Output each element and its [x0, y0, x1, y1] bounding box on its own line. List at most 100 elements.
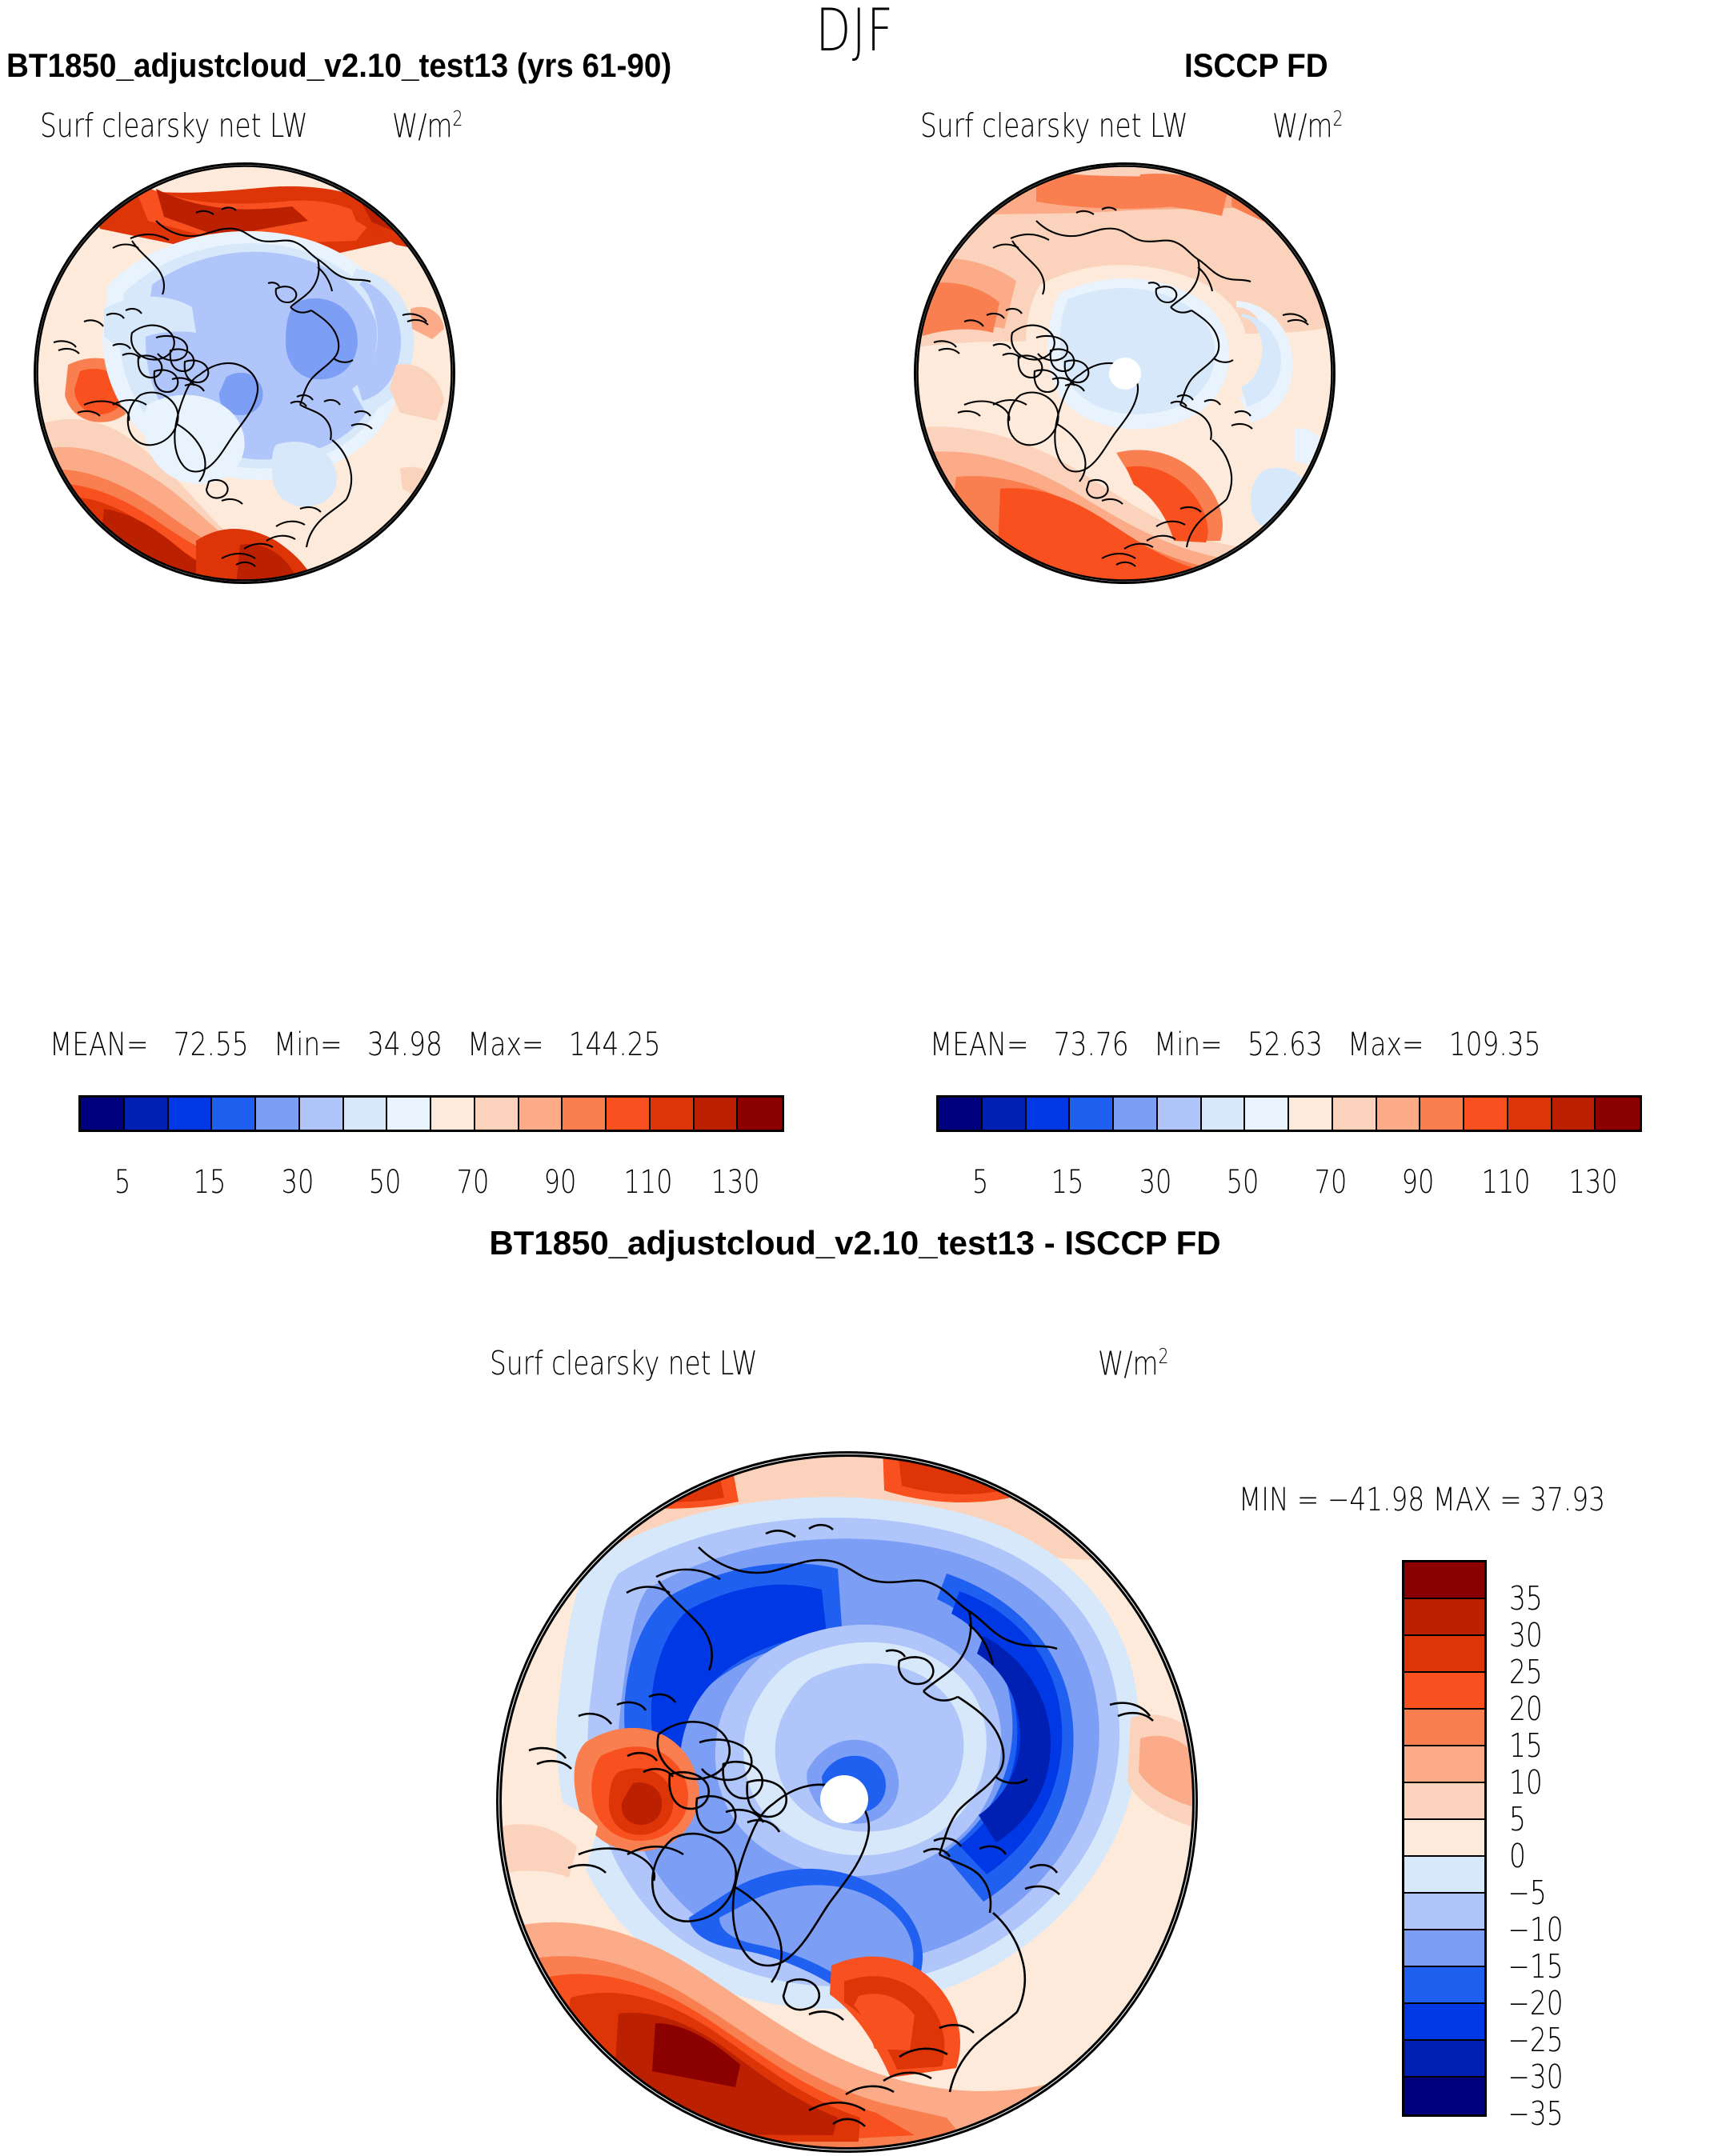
- colorbar-tick-label: −25: [1508, 2021, 1564, 2059]
- colorbar-tick-label: 70: [456, 1164, 490, 1201]
- colorbar-cell: [1201, 1098, 1246, 1130]
- colorbar-cell: [212, 1098, 256, 1130]
- colorbar-cell: [1508, 1098, 1552, 1130]
- colorbar-tick-label: −5: [1508, 1874, 1547, 1912]
- colorbar-cell: [256, 1098, 300, 1130]
- pole-marker-difference: [820, 1775, 868, 1823]
- colorbar-cell: [1404, 1562, 1484, 1599]
- colorbar-cell: [1404, 1710, 1484, 1746]
- colorbar-cell: [1404, 2041, 1484, 2078]
- units-label-difference: W/m2: [1098, 1344, 1169, 1383]
- map-difference[interactable]: [496, 1451, 1198, 2153]
- colorbar-cell: [431, 1098, 475, 1130]
- colorbar-cell: [1404, 1820, 1484, 1857]
- units-label-model: W/m2: [392, 106, 463, 146]
- colorbar-tick-label: 10: [1509, 1763, 1543, 1802]
- colorbar-tick-label: 30: [1509, 1616, 1543, 1654]
- colorbar-cell: [694, 1098, 739, 1130]
- colorbar-cell: [1404, 2078, 1484, 2114]
- colorbar-tick-label: 5: [971, 1164, 988, 1201]
- colorbar-tick-label: 15: [193, 1164, 226, 1201]
- colorbar-difference-labels: 35 30 25 20 15 10 5 0 −5 −10 −15 −20 −25 −30 −35: [1508, 1560, 1701, 2133]
- colorbar-absolute-model[interactable]: [78, 1095, 784, 1132]
- colorbar-cell: [1157, 1098, 1202, 1130]
- variable-label-obs: Surf clearsky net LW: [920, 106, 1188, 145]
- colorbar-cell: [1404, 1636, 1484, 1673]
- colorbar-cell: [982, 1098, 1027, 1130]
- colorbar-tick-label: −10: [1508, 1910, 1564, 1949]
- map-difference-field: [499, 1454, 1195, 2150]
- colorbar-difference[interactable]: [1402, 1560, 1487, 2117]
- variable-label-difference: Surf clearsky net LW: [490, 1344, 758, 1382]
- pole-marker-obs: [1109, 358, 1141, 390]
- colorbar-cell: [1332, 1098, 1377, 1130]
- difference-minmax: MIN = −41.98 MAX = 37.93: [1239, 1482, 1606, 1518]
- colorbar-cell: [81, 1098, 125, 1130]
- colorbar-tick-label: 110: [1481, 1164, 1531, 1201]
- colorbar-absolute-obs[interactable]: [936, 1095, 1642, 1132]
- colorbar-cell: [1552, 1098, 1596, 1130]
- panel-title-obs: ISCCP FD: [1184, 46, 1328, 84]
- colorbar-cell: [1070, 1098, 1114, 1130]
- colorbar-tick-label: 30: [281, 1164, 314, 1201]
- colorbar-tick-label: 90: [1401, 1164, 1435, 1201]
- map-obs[interactable]: [914, 162, 1336, 584]
- colorbar-cell: [563, 1098, 607, 1130]
- colorbar-tick-label: −30: [1508, 2058, 1564, 2096]
- map-model[interactable]: [34, 162, 455, 584]
- colorbar-tick-label: −15: [1508, 1947, 1564, 1986]
- colorbar-cell: [738, 1098, 782, 1130]
- colorbar-tick-label: −20: [1508, 1984, 1564, 2022]
- colorbar-cell: [1404, 1599, 1484, 1636]
- colorbar-cell: [1376, 1098, 1421, 1130]
- colorbar-tick-label: 25: [1509, 1653, 1543, 1691]
- colorbar-tick-label: 90: [543, 1164, 577, 1201]
- colorbar-tick-label: 15: [1509, 1726, 1543, 1765]
- colorbar-cell: [1404, 1930, 1484, 1967]
- panel-title-model: BT1850_adjustcloud_v2.10_test13 (yrs 61-…: [6, 46, 672, 84]
- colorbar-tick-label: 30: [1139, 1164, 1172, 1201]
- colorbar-cell: [299, 1098, 344, 1130]
- colorbar-cell: [1404, 1746, 1484, 1783]
- colorbar-cell: [168, 1098, 213, 1130]
- colorbar-tick-label: 15: [1051, 1164, 1084, 1201]
- colorbar-cell: [1404, 2004, 1484, 2041]
- colorbar-tick-label: 110: [623, 1164, 673, 1201]
- colorbar-cell: [1464, 1098, 1508, 1130]
- colorbar-cell: [1596, 1098, 1640, 1130]
- colorbar-cell: [1404, 1783, 1484, 1820]
- colorbar-cell: [1114, 1098, 1158, 1130]
- colorbar-cell: [1404, 1894, 1484, 1930]
- colorbar-cell: [1420, 1098, 1464, 1130]
- variable-label-model: Surf clearsky net LW: [40, 106, 308, 145]
- colorbar-tick-label: 50: [368, 1164, 402, 1201]
- stats-model: MEAN= 72.55 Min= 34.98 Max= 144.25: [50, 1026, 661, 1063]
- colorbar-cell: [475, 1098, 519, 1130]
- colorbar-tick-label: 0: [1509, 1837, 1526, 1875]
- colorbar-tick-label: 5: [1509, 1800, 1526, 1838]
- colorbar-tick-label: 130: [1568, 1164, 1618, 1201]
- panel-title-difference: BT1850_adjustcloud_v2.10_test13 - ISCCP …: [489, 1224, 1221, 1262]
- colorbar-tick-label: 35: [1509, 1579, 1543, 1618]
- colorbar-cell: [519, 1098, 563, 1130]
- season-title: DJF: [815, 0, 895, 65]
- colorbar-cell: [1404, 1673, 1484, 1710]
- colorbar-tick-label: 70: [1314, 1164, 1348, 1201]
- colorbar-cell: [650, 1098, 695, 1130]
- colorbar-tick-label: 130: [711, 1164, 760, 1201]
- colorbar-tick-label: −35: [1508, 2094, 1564, 2133]
- colorbar-cell: [1245, 1098, 1289, 1130]
- colorbar-tick-label: 5: [114, 1164, 130, 1201]
- colorbar-cell: [124, 1098, 169, 1130]
- colorbar-cell: [343, 1098, 388, 1130]
- colorbar-tick-label: 20: [1509, 1690, 1543, 1728]
- map-model-field: [36, 165, 453, 582]
- colorbar-cell: [607, 1098, 651, 1130]
- stats-obs: MEAN= 73.76 Min= 52.63 Max= 109.35: [930, 1026, 1541, 1063]
- colorbar-cell: [1289, 1098, 1333, 1130]
- units-label-obs: W/m2: [1272, 106, 1344, 146]
- colorbar-cell: [1404, 1967, 1484, 2004]
- colorbar-tick-label: 50: [1226, 1164, 1259, 1201]
- colorbar-cell: [1404, 1857, 1484, 1894]
- colorbar-cell: [939, 1098, 983, 1130]
